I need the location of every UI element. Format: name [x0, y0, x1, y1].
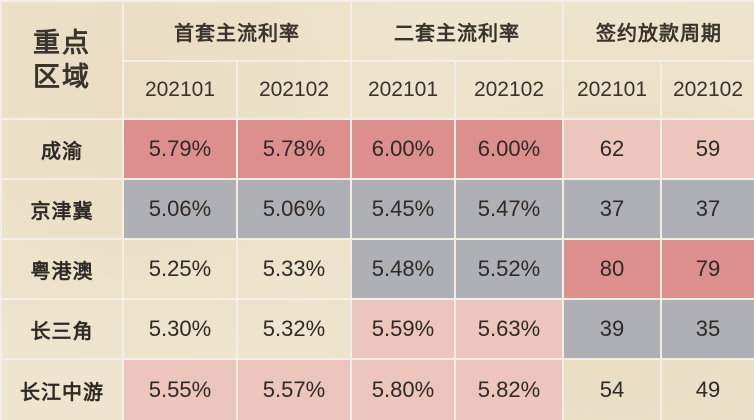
period-header: 202101: [350, 60, 456, 120]
table-cell: 49: [660, 358, 754, 420]
corner-header-line-1: 重点: [33, 28, 91, 58]
table-cell: 5.63%: [454, 298, 564, 360]
table-row: 成渝 5.79% 5.78% 6.00% 6.00% 62 59: [0, 118, 754, 180]
table-cell: 5.78%: [236, 118, 352, 180]
table-cell: 62: [562, 118, 662, 180]
corner-header-line-2: 区域: [33, 62, 91, 92]
table-cell: 5.47%: [454, 178, 564, 240]
period-header: 202101: [122, 60, 238, 120]
table-cell: 5.59%: [350, 298, 456, 360]
period-header-row: 202101 202102 202101 202102 202101 20210…: [1, 60, 754, 120]
table-cell: 5.32%: [236, 298, 352, 360]
table-cell: 37: [562, 178, 662, 240]
table-cell: 5.06%: [122, 178, 238, 240]
table-cell: 54: [562, 358, 662, 420]
table-cell: 6.00%: [350, 118, 456, 180]
table-cell: 5.52%: [454, 238, 564, 300]
table-cell: 37: [660, 178, 754, 240]
table-cell: 5.45%: [350, 178, 456, 240]
table-cell: 5.30%: [122, 298, 238, 360]
table-cell: 39: [562, 298, 662, 360]
period-header: 202102: [236, 60, 352, 120]
table-cell: 80: [562, 238, 662, 300]
table-cell: 5.55%: [122, 358, 238, 420]
table-row: 粤港澳 5.25% 5.33% 5.48% 5.52% 80 79: [0, 238, 754, 300]
table-cell: 5.33%: [236, 238, 352, 300]
table-row: 京津冀 5.06% 5.06% 5.45% 5.47% 37 37: [0, 178, 754, 240]
region-label: 成渝: [0, 118, 124, 180]
region-label: 粤港澳: [0, 238, 124, 300]
group-header-row: 重点 区域 首套主流利率 二套主流利率 签约放款周期: [0, 0, 754, 120]
table-body: 成渝 5.79% 5.78% 6.00% 6.00% 62 59 京津冀 5.06% 5.06% 5…: [0, 118, 754, 420]
period-header: 202101: [562, 60, 662, 120]
table-cell: 5.48%: [350, 238, 456, 300]
period-header: 202102: [454, 60, 564, 120]
group-header-loan-cycle: 签约放款周期: [562, 0, 754, 62]
table-cell: 5.06%: [236, 178, 352, 240]
region-label: 长江中游: [0, 358, 124, 420]
table-cell: 5.82%: [454, 358, 564, 420]
region-label: 长三角: [0, 298, 124, 360]
table-cell: 6.00%: [454, 118, 564, 180]
group-header-second-home-rate: 二套主流利率: [350, 0, 564, 62]
table-cell: 79: [660, 238, 754, 300]
region-label: 京津冀: [0, 178, 124, 240]
group-header-first-home-rate: 首套主流利率: [122, 0, 352, 62]
table-row: 长三角 5.30% 5.32% 5.59% 5.63% 39 35: [0, 298, 754, 360]
table-cell: 5.25%: [122, 238, 238, 300]
table-cell: 5.80%: [350, 358, 456, 420]
table-cell: 59: [660, 118, 754, 180]
table-row: 长江中游 5.55% 5.57% 5.80% 5.82% 54 49: [0, 358, 754, 420]
period-header: 202102: [660, 60, 754, 120]
table-cell: 5.79%: [122, 118, 238, 180]
table-cell: 35: [660, 298, 754, 360]
corner-header: 重点 区域: [0, 0, 124, 120]
table-cell: 5.57%: [236, 358, 352, 420]
